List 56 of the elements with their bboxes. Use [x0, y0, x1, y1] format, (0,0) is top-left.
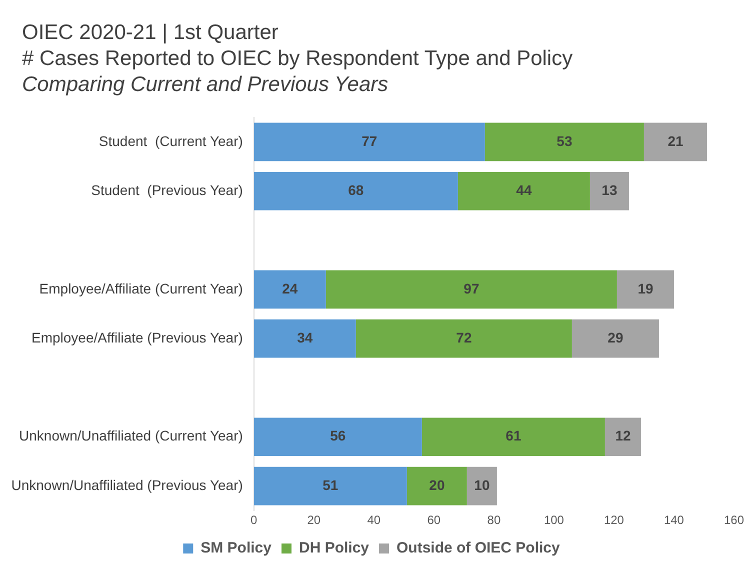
bar [254, 319, 356, 358]
bar [326, 270, 617, 309]
legend-label: Outside of OIEC Policy [396, 540, 561, 557]
data-label: 53 [556, 132, 572, 149]
x-tick-label: 60 [427, 513, 441, 528]
data-label: 19 [638, 280, 654, 296]
bar [254, 270, 326, 309]
y-tick-label: Employee/Affiliate (Previous Year) [31, 329, 243, 346]
x-tick-label: 80 [487, 513, 501, 528]
data-label: 61 [506, 428, 522, 444]
data-label: 24 [282, 280, 298, 296]
data-label: 12 [615, 428, 631, 444]
y-tick-label: Unknown/Unaffiliated (Current Year) [19, 428, 243, 444]
data-label: 72 [456, 329, 472, 346]
bar [422, 418, 605, 456]
data-label: 44 [516, 182, 532, 198]
x-tick-label: 100 [544, 513, 564, 528]
x-tick-label: 40 [367, 513, 381, 528]
bar [484, 122, 644, 162]
y-tick-label: Student (Current Year) [98, 132, 243, 149]
chart-title: OIEC 2020-21 | 1st Quarter # Cases Reported to OIEC by Respondent Type and Policy [22, 20, 574, 72]
y-tick-label: Student (Previous Year) [91, 182, 243, 198]
y-tick-label: Unknown/Unaffiliated (Previous Year) [11, 476, 243, 493]
bar [406, 466, 467, 506]
bar [254, 122, 485, 162]
x-tick-label: 0 [250, 513, 258, 528]
bar [356, 319, 572, 358]
chart-subtitle: Comparing Current and Previous Years [22, 72, 390, 98]
data-label: 77 [362, 132, 378, 149]
bar [590, 172, 629, 210]
data-label: 20 [429, 476, 445, 493]
bar [616, 270, 674, 309]
data-label: 29 [608, 329, 624, 346]
data-label: 10 [474, 476, 490, 493]
x-tick-label: 120 [604, 513, 624, 528]
data-label: 51 [322, 476, 338, 493]
data-label: 68 [348, 182, 364, 198]
data-label: 13 [602, 182, 618, 198]
legend-label: SM Policy [200, 540, 272, 557]
bar [572, 319, 659, 358]
legend-label: DH Policy [298, 540, 370, 557]
x-tick-label: 20 [307, 513, 321, 528]
data-label: 56 [330, 428, 346, 444]
data-label: 97 [464, 280, 480, 296]
bar [604, 418, 641, 456]
bar [644, 122, 707, 162]
data-label: 21 [668, 132, 684, 149]
bar [254, 172, 458, 210]
data-label: 34 [297, 329, 313, 346]
bar [466, 466, 497, 506]
x-tick-label: 140 [664, 513, 684, 528]
bar [254, 466, 407, 506]
x-tick-label: 160 [724, 513, 744, 528]
bar [458, 172, 590, 210]
bar [254, 418, 422, 456]
y-tick-label: Employee/Affiliate (Current Year) [39, 280, 243, 296]
